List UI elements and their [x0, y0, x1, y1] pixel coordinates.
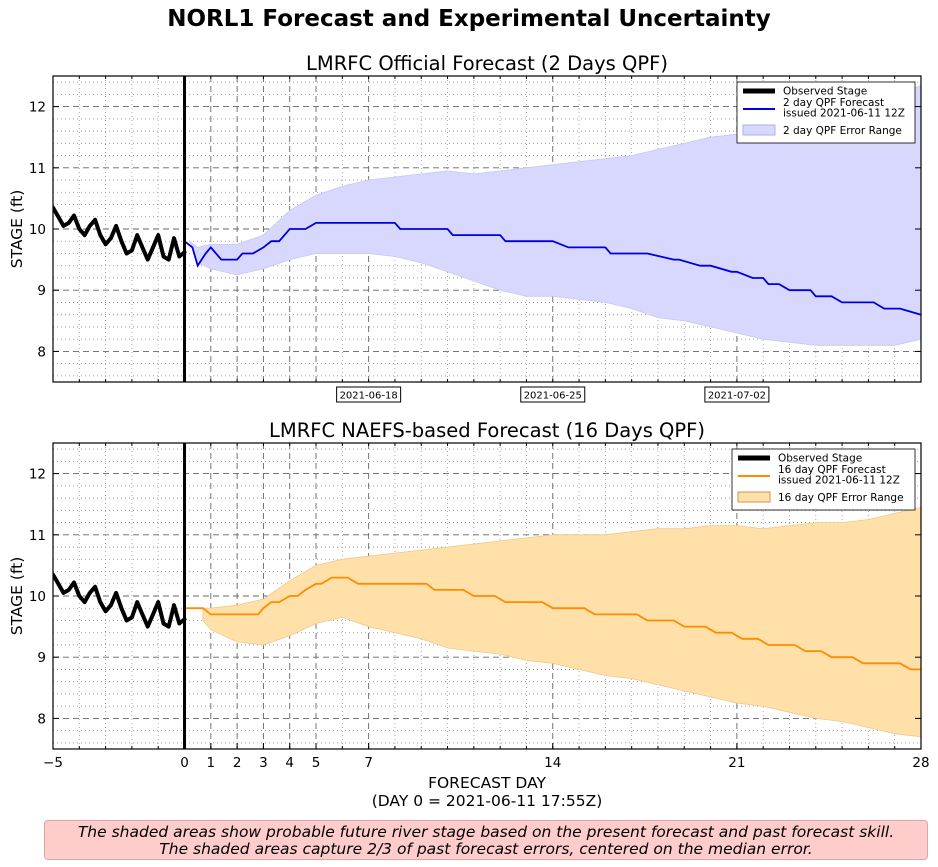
x-axis-sublabel: (DAY 0 = 2021-06-11 17:55Z): [372, 792, 603, 810]
y-tick-label: 10: [29, 222, 46, 238]
date-label: 2021-06-18: [340, 391, 398, 402]
y-axis-label: STAGE (ft): [8, 190, 26, 269]
footnote-line-1: The shaded areas show probable future ri…: [77, 823, 895, 841]
legend-label-forecast: 2 day QPF Forecast: [783, 97, 884, 109]
date-label-box: [520, 386, 586, 403]
forecast-line: [183, 221, 921, 316]
date-label-box: [336, 386, 402, 403]
x-tick-label: 3: [259, 755, 268, 771]
legend-label-band: 2 day QPF Error Range: [783, 125, 902, 137]
x-tick-label: 4: [285, 755, 294, 771]
error-band: [188, 84, 921, 346]
legend-label-forecast: issued 2021-06-11 12Z: [783, 108, 905, 120]
legend-swatch-band: [742, 124, 776, 136]
legend-label-band: 16 day QPF Error Range: [778, 492, 904, 504]
date-label-box: [704, 386, 770, 403]
y-tick-label: 9: [37, 650, 46, 666]
x-tick-label: 21: [728, 755, 745, 771]
x-tick-label: 14: [544, 755, 561, 771]
footnote-box: The shaded areas show probable future ri…: [44, 820, 928, 860]
observed-line: [53, 572, 187, 629]
x-tick-label: 5: [312, 755, 321, 771]
x-axis-label: FORECAST DAY: [428, 774, 546, 792]
x-tick-label: 7: [364, 755, 373, 771]
x-tick-label: 28: [912, 755, 929, 771]
x-tick-label: 2: [233, 755, 242, 771]
figure-title: NORL1 Forecast and Experimental Uncertai…: [167, 6, 771, 32]
legend-swatch-band: [737, 491, 771, 503]
y-tick-label: 8: [37, 344, 46, 360]
y-tick-label: 11: [29, 528, 46, 544]
observed-line: [53, 205, 187, 262]
y-tick-label: 11: [29, 161, 46, 177]
date-label: 2021-07-02: [708, 391, 766, 402]
footnote-line-2: The shaded areas capture 2/3 of past for…: [159, 840, 813, 858]
legend-label-observed: Observed Stage: [778, 453, 862, 465]
chart-title: LMRFC Official Forecast (2 Days QPF): [306, 52, 668, 75]
legend-label-forecast: issued 2021-06-11 12Z: [778, 475, 900, 487]
y-tick-label: 12: [29, 467, 46, 483]
legend-label-forecast: 16 day QPF Forecast: [778, 464, 886, 476]
y-tick-label: 8: [37, 711, 46, 727]
legend-label-observed: Observed Stage: [783, 86, 867, 98]
forecast-line: [184, 576, 921, 671]
y-tick-label: 12: [29, 100, 46, 116]
y-tick-label: 10: [29, 589, 46, 605]
y-axis-label: STAGE (ft): [8, 557, 26, 636]
x-tick-label: 1: [207, 755, 216, 771]
x-tick-label: 0: [180, 755, 189, 771]
panel-16day: LMRFC NAEFS-based Forecast (16 Days QPF)…: [8, 419, 930, 810]
plot-area: [53, 84, 921, 346]
date-label: 2021-06-25: [524, 391, 582, 402]
x-tick-label: −5: [43, 755, 63, 771]
y-tick-label: 9: [37, 283, 46, 299]
error-band: [202, 506, 921, 738]
chart-title: LMRFC NAEFS-based Forecast (16 Days QPF): [269, 419, 705, 442]
plot-area: [53, 506, 921, 738]
panel-2day: LMRFC Official Forecast (2 Days QPF) 8 9 10…: [8, 52, 922, 403]
